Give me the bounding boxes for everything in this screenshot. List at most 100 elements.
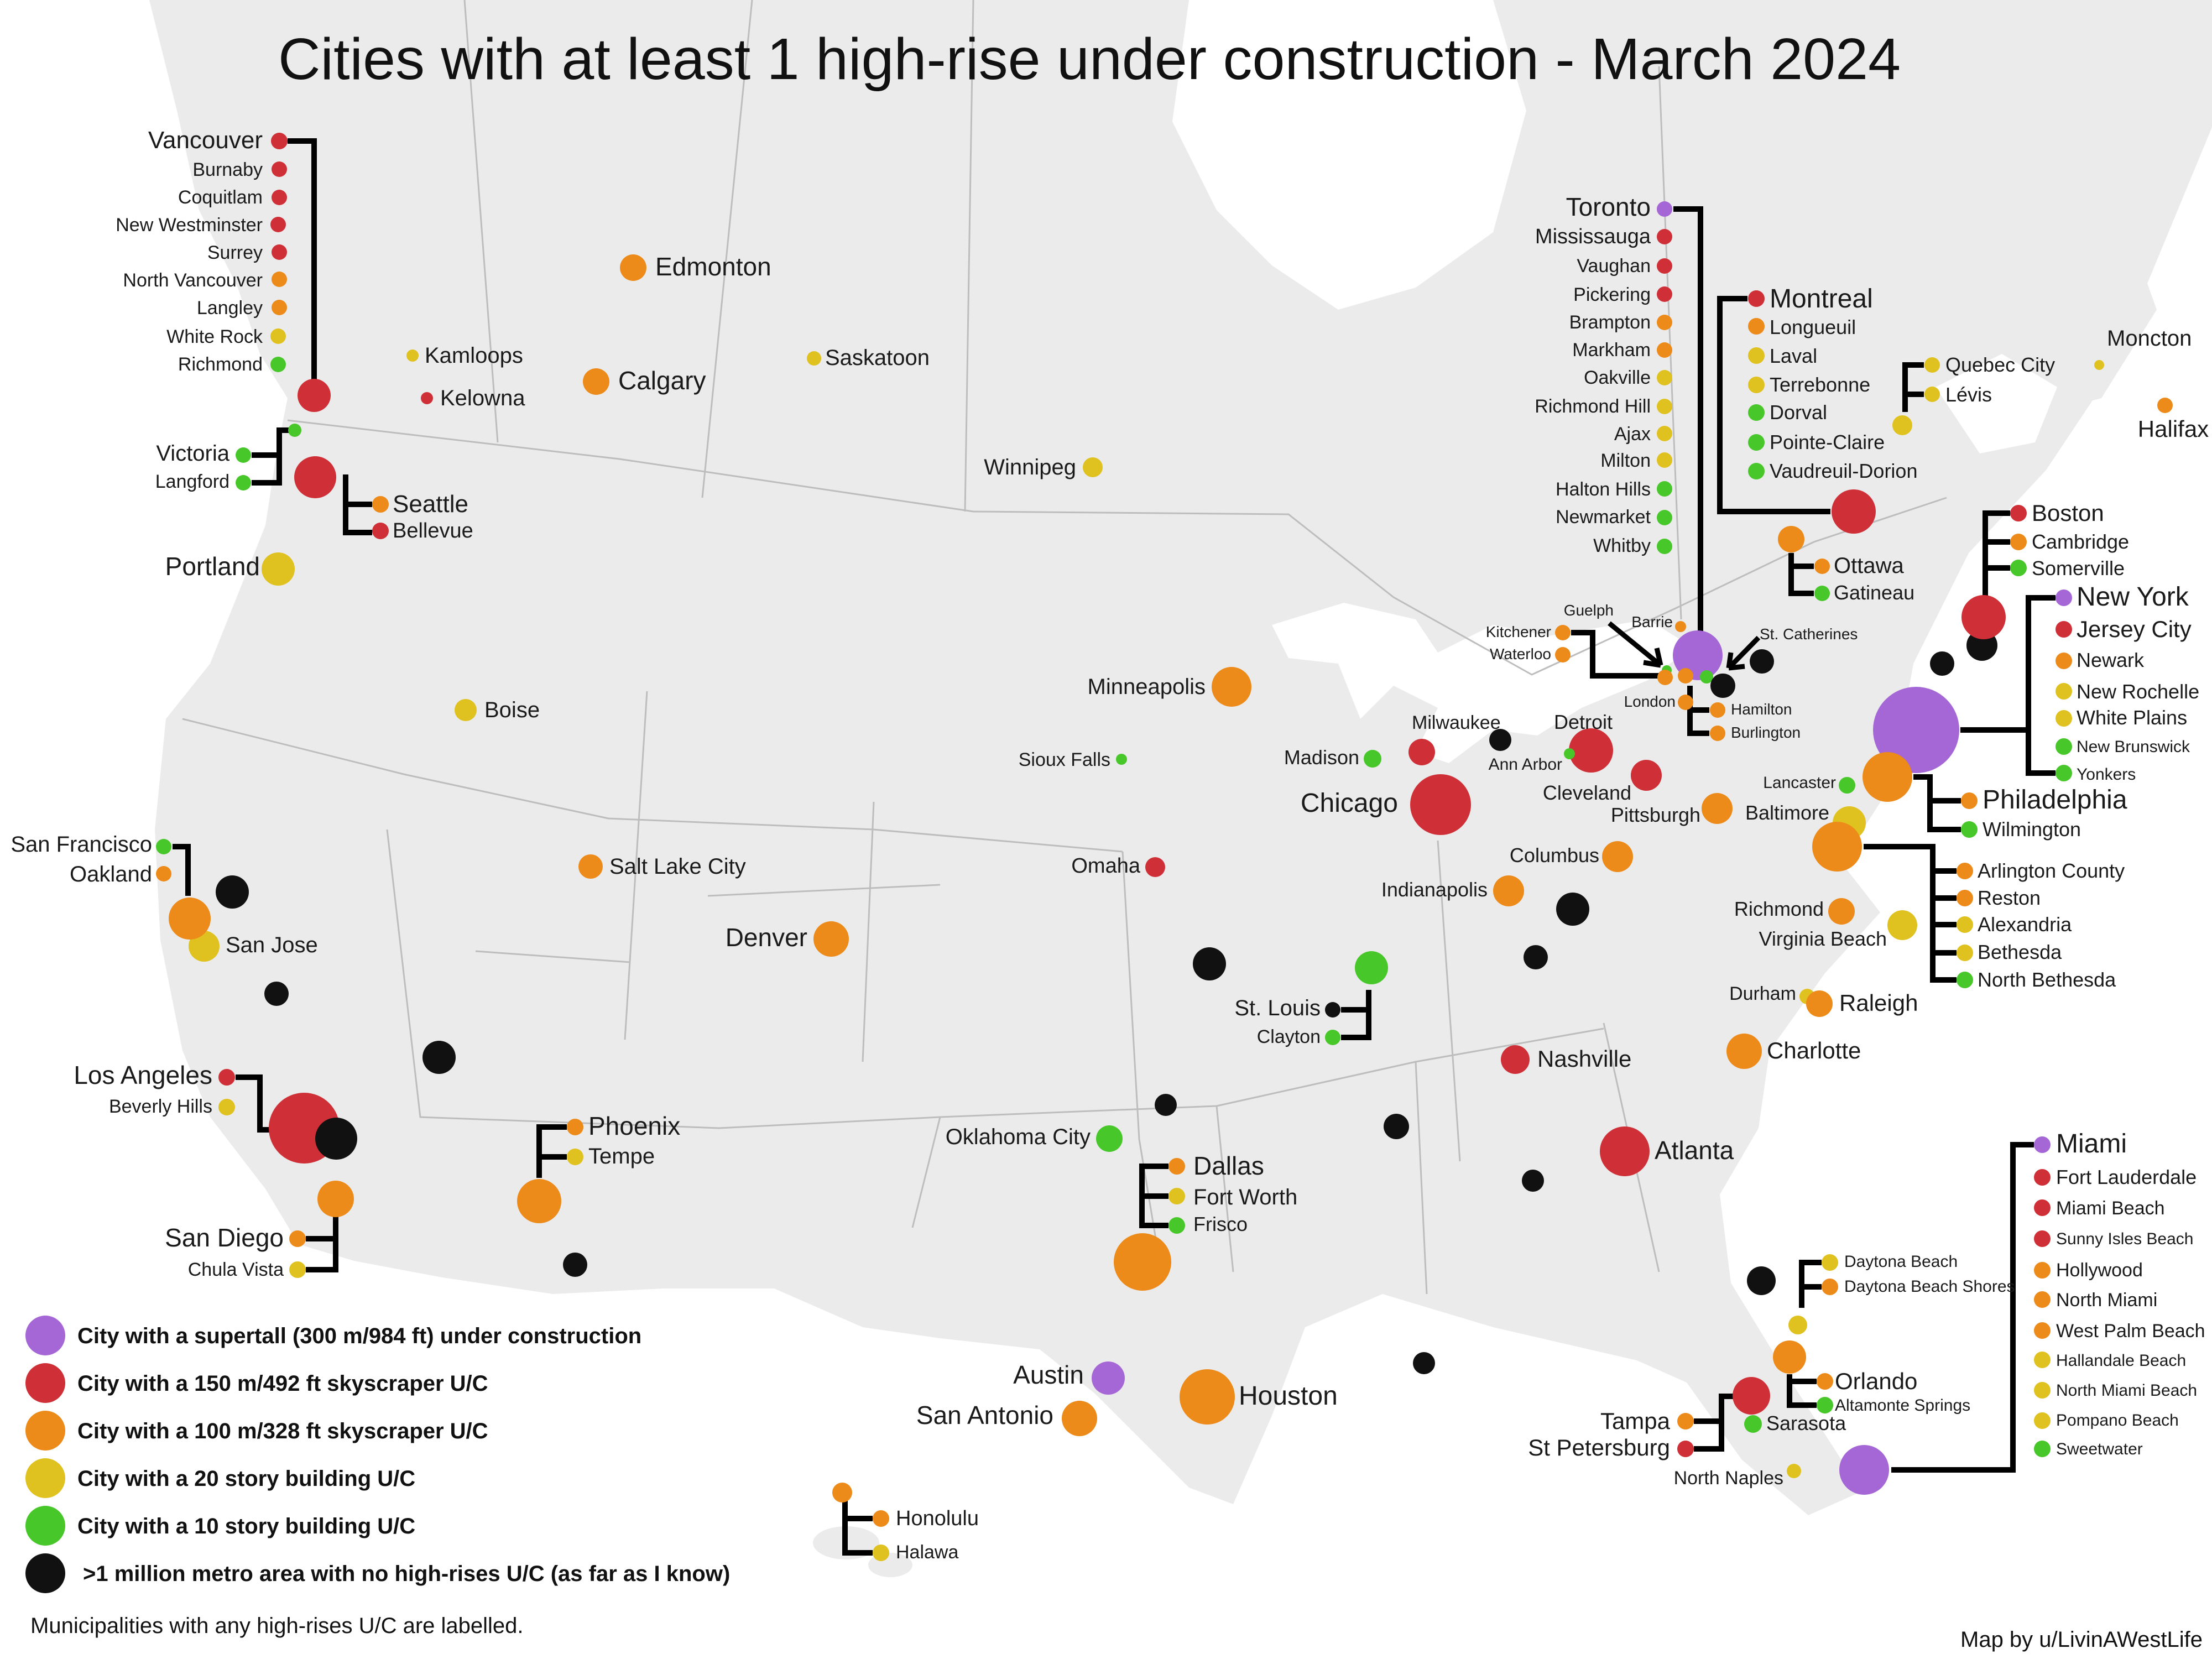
vancouver-bracket <box>288 138 317 387</box>
wilmington-marker <box>1961 821 1978 838</box>
north-miami-label: North Miami <box>2056 1290 2157 1311</box>
nashville-label: Nashville <box>1537 1046 1631 1072</box>
ajax-marker <box>1657 426 1672 441</box>
houston-marker <box>1180 1369 1235 1425</box>
pompano-beach-marker <box>2034 1412 2051 1429</box>
tampa-marker <box>1677 1413 1694 1430</box>
boundary-line <box>1215 1105 1234 1272</box>
coquitlam-marker <box>272 190 287 205</box>
metro-no-highrise-13-marker <box>1930 651 1954 676</box>
orlando-marker <box>1817 1373 1833 1390</box>
terrebonne-marker <box>1748 377 1765 393</box>
metro-no-highrise-6-marker <box>1155 1094 1177 1116</box>
oklahoma-city-label: Oklahoma City <box>946 1125 1091 1149</box>
madison-marker <box>1364 750 1381 768</box>
kitchener-label: Kitchener <box>1486 623 1551 640</box>
miami-beach-marker <box>2034 1199 2051 1216</box>
barrie-marker <box>1675 621 1686 632</box>
boundary-line <box>475 950 631 963</box>
halton-hills-label: Halton Hills <box>1556 479 1651 500</box>
boundary-line <box>463 0 499 443</box>
coquitlam-label: Coquitlam <box>178 187 263 208</box>
phoenix-marker <box>567 1119 583 1135</box>
frisco-label: Frisco <box>1193 1213 1248 1235</box>
ann-arbor-marker <box>1564 748 1575 759</box>
boundary-line <box>1415 1061 1428 1295</box>
guelph-arrow <box>1608 621 1663 668</box>
oklahoma-city-marker <box>1096 1125 1123 1152</box>
chicago-marker <box>1410 774 1471 835</box>
map-title: Cities with at least 1 high-rise under c… <box>278 27 1901 92</box>
montreal-marker <box>1748 290 1765 307</box>
north-miami-beach-label: North Miami Beach <box>2056 1381 2197 1400</box>
white-rock-marker <box>270 328 286 344</box>
burlington-marker <box>1710 726 1725 741</box>
virginia-beach-marker <box>1887 910 1917 940</box>
miami-marker <box>2034 1136 2051 1153</box>
san-antonio-marker <box>1062 1401 1097 1436</box>
boundary-line <box>701 0 753 498</box>
durham-label: Durham <box>1729 983 1796 1004</box>
montreal-metro-marker <box>1832 489 1876 534</box>
salt-lake-city-marker <box>578 854 603 879</box>
st-petersburg-label: St Petersburg <box>1528 1434 1670 1460</box>
edmonton-marker <box>620 254 646 281</box>
hollywood-marker <box>2034 1262 2051 1279</box>
vaudreuil-dorion-marker <box>1748 463 1765 479</box>
sd-metro-marker <box>317 1181 354 1217</box>
tampa-metro-marker <box>1733 1377 1770 1415</box>
san-francisco-marker <box>156 839 171 854</box>
metro-no-highrise-10-marker <box>1556 893 1589 926</box>
burlington-label: Burlington <box>1731 724 1801 741</box>
oakville-label: Oakville <box>1584 367 1651 388</box>
legend-label-green: City with a 10 story building U/C <box>77 1514 415 1538</box>
frisco-marker <box>1168 1217 1185 1234</box>
charlotte-label: Charlotte <box>1767 1037 1861 1063</box>
miami-label: Miami <box>2056 1129 2127 1159</box>
gatineau-label: Gatineau <box>1834 581 1914 604</box>
metro-no-highrise-11-marker <box>1524 945 1548 969</box>
levis-marker <box>1924 387 1940 402</box>
boundary-line <box>964 0 974 512</box>
victoria-marker <box>236 447 251 463</box>
miami-metro-marker <box>1839 1445 1889 1495</box>
winnipeg-label: Winnipeg <box>984 455 1076 479</box>
pittsburgh-marker <box>1702 793 1733 824</box>
halifax-label: Halifax <box>2138 416 2209 442</box>
langford-label: Langford <box>155 471 229 492</box>
dallas-label: Dallas <box>1193 1151 1264 1180</box>
sweetwater-marker <box>2034 1441 2051 1457</box>
ottawa-label: Ottawa <box>1834 554 1904 578</box>
guelph-label: Guelph <box>1564 602 1614 619</box>
kelowna-label: Kelowna <box>440 386 525 410</box>
metro-no-highrise-15-marker <box>1747 1266 1776 1295</box>
burnaby-marker <box>272 161 287 177</box>
metro-no-highrise-4-marker <box>563 1253 587 1277</box>
wilmington-label: Wilmington <box>1983 818 2081 841</box>
legend: City with a supertall (300 m/984 ft) und… <box>25 1316 730 1593</box>
daytona-bracket <box>1799 1260 1822 1308</box>
boston-metro-marker <box>1961 595 2006 639</box>
boise-label: Boise <box>484 698 540 722</box>
brampton-area-marker <box>1657 670 1673 685</box>
hamilton-marker <box>1710 702 1725 718</box>
laval-label: Laval <box>1770 345 1817 367</box>
vancouver-label: Vancouver <box>148 127 263 154</box>
legend-label-orange: City with a 100 m/328 ft skyscraper U/C <box>77 1419 488 1443</box>
legend-swatch-red <box>25 1363 65 1403</box>
ottawa-metro-marker <box>1778 526 1804 552</box>
metro-no-highrise-1-marker <box>264 982 289 1006</box>
north-bethesda-label: North Bethesda <box>1978 968 2116 991</box>
phx-bracket <box>536 1124 567 1178</box>
los-angeles-label: Los Angeles <box>74 1061 212 1089</box>
boise-marker <box>455 699 477 721</box>
portland-marker <box>262 552 295 586</box>
altamonte-springs-marker <box>1817 1397 1833 1413</box>
moncton-marker <box>2094 360 2104 370</box>
st-catherines-arrow <box>1726 635 1761 671</box>
somerville-marker <box>2010 560 2027 576</box>
philly-bracket <box>1913 774 1961 832</box>
san-jose-label: San Jose <box>226 933 318 957</box>
newmarket-label: Newmarket <box>1556 507 1651 528</box>
vaughan-label: Vaughan <box>1577 255 1651 276</box>
